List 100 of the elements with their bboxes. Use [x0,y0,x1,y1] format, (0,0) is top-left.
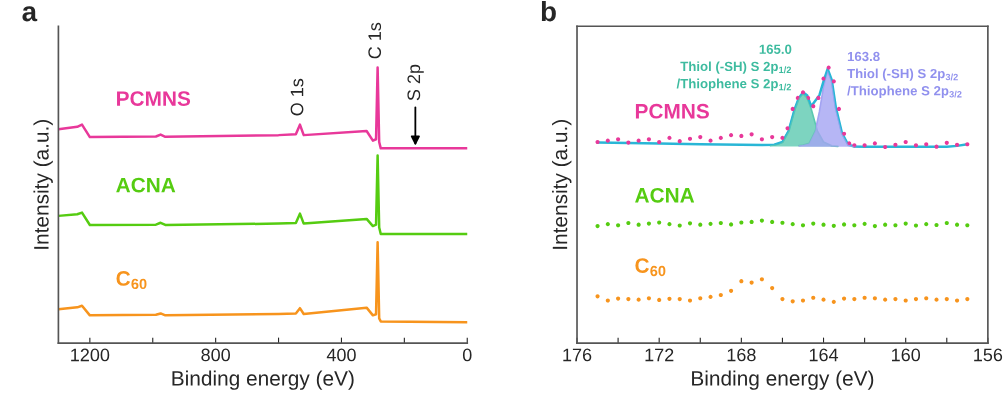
x-tick-label: 160 [892,348,921,362]
x-tick-label: 0 [462,348,472,362]
annotation: S 2p [407,64,424,101]
point [862,221,867,226]
x-axis-title: Binding energy (eV) [692,370,874,390]
point [944,297,949,302]
point [698,222,703,227]
point [708,221,713,226]
point [811,295,816,300]
point [646,137,651,142]
annotation: O 1s [290,78,304,116]
point [626,220,631,226]
series-label: PCMNS [635,103,709,119]
point [816,95,821,101]
point [831,79,836,84]
point [667,135,672,140]
point [718,220,723,226]
point [739,279,744,284]
point [872,223,877,229]
x-tick-label: 176 [563,348,592,362]
point [924,142,929,147]
point [770,134,775,140]
point [954,298,960,303]
point [687,298,693,303]
x-tick-label: 164 [809,348,839,362]
x-tick-label: 400 [326,348,356,362]
point [729,133,734,138]
point [780,220,785,225]
point [893,297,898,302]
point [811,104,816,109]
point [657,220,662,225]
point [872,296,877,301]
point [759,277,764,282]
point [667,296,672,301]
point [893,142,898,147]
point [954,142,960,147]
point [944,140,949,145]
point [841,131,847,136]
point [718,135,723,140]
point [646,221,651,226]
point [749,219,754,225]
point [800,298,806,303]
point [708,294,713,299]
point [595,223,600,229]
x-tick-label: 168 [727,348,756,362]
point [883,144,888,150]
point [739,133,744,139]
point [924,296,929,301]
point [913,143,919,148]
y-axis-title: Intensity (a.u.) [33,120,53,249]
series-label: ACNA [635,187,695,203]
point [677,139,682,144]
point [605,138,610,143]
point [800,223,806,228]
point [965,223,970,228]
point [667,222,672,227]
point [831,299,836,304]
chart-title: a [22,6,38,22]
y-axis-title: Intensity (a.u.) [552,120,572,249]
point [749,132,754,137]
point [852,297,857,302]
point [790,222,795,227]
point [677,297,682,302]
point [965,142,970,147]
point [903,139,908,145]
point [862,143,867,148]
point [687,136,693,141]
point [729,222,734,227]
point [913,297,919,302]
point [657,139,662,145]
series-label: C$_{60}$ [116,271,147,290]
point [636,222,641,227]
point [605,298,610,303]
point [831,223,836,228]
point [790,106,795,112]
point [965,297,970,302]
point [785,126,790,131]
annotation: C 1s [368,22,382,59]
x-axis-title: Binding energy (eV) [172,370,354,390]
point [954,222,960,227]
point [698,296,703,301]
point [770,219,775,225]
point [759,137,764,142]
x-tick-label: 172 [645,348,674,362]
point [729,288,734,293]
point [790,299,795,304]
point [780,135,785,140]
x-tick-label: 156 [974,348,1003,362]
point [605,222,610,227]
point [883,222,888,227]
point [862,295,867,300]
point [646,296,651,301]
point [780,297,785,302]
series-label: C$_{60}$ [635,258,666,277]
point [616,223,621,228]
series-label: ACNA [116,177,176,193]
point [852,223,857,228]
point [841,222,847,227]
x-tick-label: 1200 [71,348,110,362]
annotation: 165.0 Thiol (-SH) S 2p$_{1/2}$ /Thiophene S 2p$_{1/2}$ [676,44,792,91]
